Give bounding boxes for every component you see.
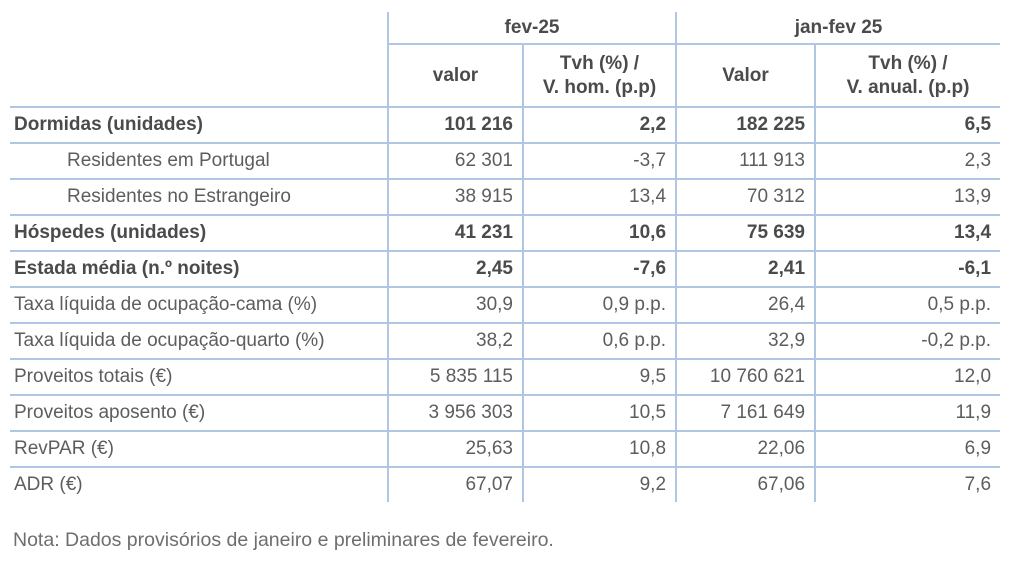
cell-fev-valor: 67,07 — [387, 467, 523, 502]
cell-fev-valor: 101 216 — [387, 107, 523, 144]
column-header-valor-janfev: Valor — [675, 44, 816, 108]
cell-fev-tvh: 0,6 p.p. — [521, 323, 677, 360]
cell-fev-valor: 25,63 — [387, 431, 523, 468]
cell-janfev-tvh: 12,0 — [814, 359, 1001, 396]
cell-fev-tvh: 9,5 — [521, 359, 677, 396]
row-label: RevPAR (€) — [10, 431, 388, 468]
tvh-hom-line1: Tvh (%) / — [559, 52, 640, 74]
row-label: Residentes em Portugal — [10, 143, 388, 180]
cell-janfev-valor: 2,41 — [675, 251, 816, 288]
row-label: Residentes no Estrangeiro — [10, 179, 388, 216]
table-row-residentes-estrangeiro: Residentes no Estrangeiro 38 915 13,4 70… — [10, 179, 1001, 216]
header-row-measures: valor Tvh (%) / V. hom. (p.p) Valor Tvh … — [10, 44, 1001, 108]
table-row-ocupacao-quarto: Taxa líquida de ocupação-quarto (%) 38,2… — [10, 323, 1001, 360]
cell-fev-tvh: 10,6 — [521, 215, 677, 252]
row-label: Proveitos totais (€) — [10, 359, 388, 396]
tvh-hom-line2: V. hom. (p.p) — [542, 76, 657, 98]
cell-janfev-tvh: 13,4 — [814, 215, 1001, 252]
table-row-proveitos-aposento: Proveitos aposento (€) 3 956 303 10,5 7 … — [10, 395, 1001, 432]
tvh-anual-line1: Tvh (%) / — [868, 52, 948, 74]
cell-janfev-tvh: 13,9 — [814, 179, 1001, 216]
row-label: Estada média (n.º noites) — [10, 251, 388, 288]
cell-janfev-tvh: 11,9 — [814, 395, 1001, 432]
table-row-ocupacao-cama: Taxa líquida de ocupação-cama (%) 30,9 0… — [10, 287, 1001, 324]
cell-janfev-valor: 22,06 — [675, 431, 816, 468]
cell-fev-tvh: 10,8 — [521, 431, 677, 468]
table-row-estada-media: Estada média (n.º noites) 2,45 -7,6 2,41… — [10, 251, 1001, 288]
table-row-residentes-portugal: Residentes em Portugal 62 301 -3,7 111 9… — [10, 143, 1001, 180]
period-header-janfev25: jan-fev 25 — [675, 12, 1001, 45]
cell-janfev-tvh: 0,5 p.p. — [814, 287, 1001, 324]
cell-fev-valor: 5 835 115 — [387, 359, 523, 396]
cell-fev-tvh: 10,5 — [521, 395, 677, 432]
cell-fev-valor: 38,2 — [387, 323, 523, 360]
cell-janfev-valor: 32,9 — [675, 323, 816, 360]
cell-fev-tvh: 13,4 — [521, 179, 677, 216]
column-header-valor-fev: valor — [387, 44, 523, 108]
tourism-indicators-table: fev-25 jan-fev 25 valor Tvh (%) / V. hom… — [10, 12, 1001, 502]
header-row-periods: fev-25 jan-fev 25 — [10, 12, 1001, 108]
table-row-hospedes: Hóspedes (unidades) 41 231 10,6 75 639 1… — [10, 215, 1001, 252]
column-header-tvh-hom: Tvh (%) / V. hom. (p.p) — [521, 44, 677, 108]
cell-fev-valor: 30,9 — [387, 287, 523, 324]
table-row-proveitos-totais: Proveitos totais (€) 5 835 115 9,5 10 76… — [10, 359, 1001, 396]
cell-janfev-tvh: 6,5 — [814, 107, 1001, 144]
tvh-anual-line2: V. anual. (p.p) — [846, 76, 970, 98]
cell-fev-valor: 62 301 — [387, 143, 523, 180]
cell-janfev-valor: 67,06 — [675, 467, 816, 502]
cell-fev-tvh: 9,2 — [521, 467, 677, 502]
cell-fev-tvh: -3,7 — [521, 143, 677, 180]
cell-fev-tvh: 2,2 — [521, 107, 677, 144]
table-row-adr: ADR (€) 67,07 9,2 67,06 7,6 — [10, 467, 1001, 502]
row-label: Dormidas (unidades) — [10, 107, 388, 144]
corner-cell — [10, 12, 388, 108]
cell-janfev-tvh: 2,3 — [814, 143, 1001, 180]
column-header-tvh-anual: Tvh (%) / V. anual. (p.p) — [814, 44, 1001, 108]
cell-fev-tvh: 0,9 p.p. — [521, 287, 677, 324]
cell-fev-valor: 2,45 — [387, 251, 523, 288]
row-label: Proveitos aposento (€) — [10, 395, 388, 432]
cell-janfev-tvh: -6,1 — [814, 251, 1001, 288]
table-row-dormidas: Dormidas (unidades) 101 216 2,2 182 225 … — [10, 107, 1001, 144]
page: fev-25 jan-fev 25 valor Tvh (%) / V. hom… — [10, 12, 1001, 551]
cell-janfev-valor: 70 312 — [675, 179, 816, 216]
row-label: ADR (€) — [14, 474, 83, 495]
cell-janfev-valor: 75 639 — [675, 215, 816, 252]
cell-janfev-tvh: -0,2 p.p. — [814, 323, 1001, 360]
cell-janfev-valor: 7 161 649 — [675, 395, 816, 432]
cell-janfev-valor: 10 760 621 — [675, 359, 816, 396]
period-header-fev25: fev-25 — [386, 12, 677, 45]
row-label: Hóspedes (unidades) — [10, 215, 388, 252]
cell-fev-tvh: -7,6 — [521, 251, 677, 288]
footnote: Nota: Dados provisórios de janeiro e pre… — [13, 529, 554, 551]
cell-fev-valor: 41 231 — [387, 215, 523, 252]
table-row-revpar: RevPAR (€) 25,63 10,8 22,06 6,9 — [10, 431, 1001, 468]
row-label: Taxa líquida de ocupação-quarto (%) — [10, 323, 388, 360]
cell-fev-valor: 38 915 — [387, 179, 523, 216]
cell-fev-valor: 3 956 303 — [387, 395, 523, 432]
cell-janfev-valor: 111 913 — [675, 143, 816, 180]
cell-janfev-tvh: 6,9 — [814, 431, 1001, 468]
cell-janfev-valor: 182 225 — [675, 107, 816, 144]
cell-janfev-valor: 26,4 — [675, 287, 816, 324]
row-label: Taxa líquida de ocupação-cama (%) — [10, 287, 388, 324]
cell-janfev-tvh: 7,6 — [814, 467, 1001, 502]
